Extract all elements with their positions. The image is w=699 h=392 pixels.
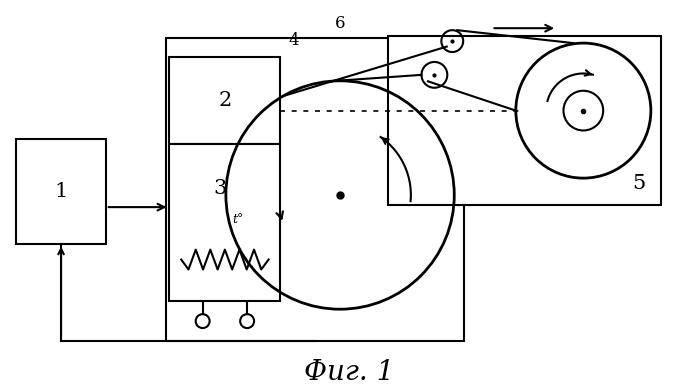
Text: 1: 1 (55, 182, 68, 201)
Text: Фиг. 1: Фиг. 1 (304, 359, 395, 386)
Bar (388, 36, 661, 205)
Bar (169, 57, 280, 144)
Text: 3: 3 (213, 179, 226, 198)
Bar (169, 144, 280, 301)
Text: 5: 5 (633, 174, 646, 192)
Text: 2: 2 (218, 91, 231, 110)
Text: 6: 6 (335, 15, 345, 32)
Text: t°: t° (233, 213, 244, 226)
Bar (166, 38, 464, 341)
Text: 4: 4 (289, 32, 299, 49)
Bar (16, 140, 106, 244)
